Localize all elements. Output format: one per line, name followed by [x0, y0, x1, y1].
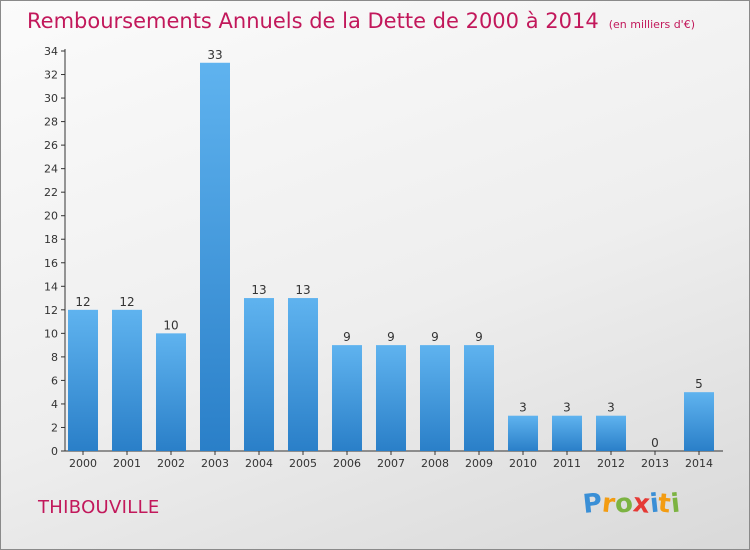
- y-tick-label: 34: [44, 45, 58, 58]
- logo-letter: i: [669, 488, 682, 520]
- y-tick-label: 32: [44, 69, 58, 82]
- y-tick-label: 12: [44, 304, 58, 317]
- x-tick-label: 2008: [421, 457, 449, 470]
- x-tick-label: 2001: [113, 457, 141, 470]
- bar-value-label: 3: [519, 401, 527, 415]
- y-tick-label: 4: [51, 398, 58, 411]
- y-tick-label: 28: [44, 116, 58, 129]
- proxiti-logo: Proxiti: [581, 488, 682, 520]
- bar: [156, 333, 186, 451]
- bar-value-label: 3: [607, 401, 615, 415]
- x-tick-label: 2014: [685, 457, 713, 470]
- x-tick-label: 2013: [641, 457, 669, 470]
- bar-value-label: 0: [651, 436, 659, 450]
- chart-title: Remboursements Annuels de la Dette de 20…: [27, 9, 695, 33]
- x-tick-label: 2005: [289, 457, 317, 470]
- bar-value-label: 9: [431, 330, 439, 344]
- y-tick-label: 20: [44, 210, 58, 223]
- bar: [68, 309, 98, 451]
- title-text: Remboursements Annuels de la Dette de 20…: [27, 9, 599, 33]
- y-tick-label: 24: [44, 163, 58, 176]
- y-tick-label: 18: [44, 233, 58, 246]
- x-tick-label: 2003: [201, 457, 229, 470]
- x-tick-label: 2000: [69, 457, 97, 470]
- y-tick-label: 6: [51, 374, 58, 387]
- x-tick-label: 2011: [553, 457, 581, 470]
- bar-value-label: 33: [207, 48, 222, 62]
- bar: [596, 415, 626, 451]
- bar-value-label: 13: [251, 283, 266, 297]
- bar: [508, 415, 538, 451]
- x-tick-label: 2007: [377, 457, 405, 470]
- x-tick-label: 2002: [157, 457, 185, 470]
- y-tick-label: 30: [44, 92, 58, 105]
- y-tick-label: 22: [44, 186, 58, 199]
- bar: [464, 345, 494, 451]
- bar: [684, 392, 714, 451]
- x-tick-label: 2004: [245, 457, 273, 470]
- bar: [332, 345, 362, 451]
- bar-value-label: 5: [695, 377, 703, 391]
- y-tick-label: 10: [44, 327, 58, 340]
- x-tick-label: 2006: [333, 457, 361, 470]
- y-tick-label: 8: [51, 351, 58, 364]
- bar: [288, 298, 318, 451]
- y-tick-label: 14: [44, 280, 58, 293]
- bar: [552, 415, 582, 451]
- x-tick-label: 2012: [597, 457, 625, 470]
- x-tick-label: 2009: [465, 457, 493, 470]
- bar-value-label: 13: [295, 283, 310, 297]
- bar: [376, 345, 406, 451]
- y-tick-label: 26: [44, 139, 58, 152]
- y-tick-label: 2: [51, 421, 58, 434]
- y-tick-label: 0: [51, 445, 58, 458]
- bar: [420, 345, 450, 451]
- bar: [200, 62, 230, 451]
- title-unit: (en milliers d'€): [608, 18, 695, 31]
- y-tick-label: 16: [44, 257, 58, 270]
- bar-value-label: 9: [343, 330, 351, 344]
- bar-value-label: 9: [387, 330, 395, 344]
- commune-name: THIBOUVILLE: [38, 497, 160, 518]
- bar-value-label: 9: [475, 330, 483, 344]
- bar: [112, 309, 142, 451]
- bar-value-label: 10: [163, 318, 178, 332]
- bar-value-label: 12: [119, 295, 134, 309]
- bar: [244, 298, 274, 451]
- bar-value-label: 12: [75, 295, 90, 309]
- bar-value-label: 3: [563, 401, 571, 415]
- x-tick-label: 2010: [509, 457, 537, 470]
